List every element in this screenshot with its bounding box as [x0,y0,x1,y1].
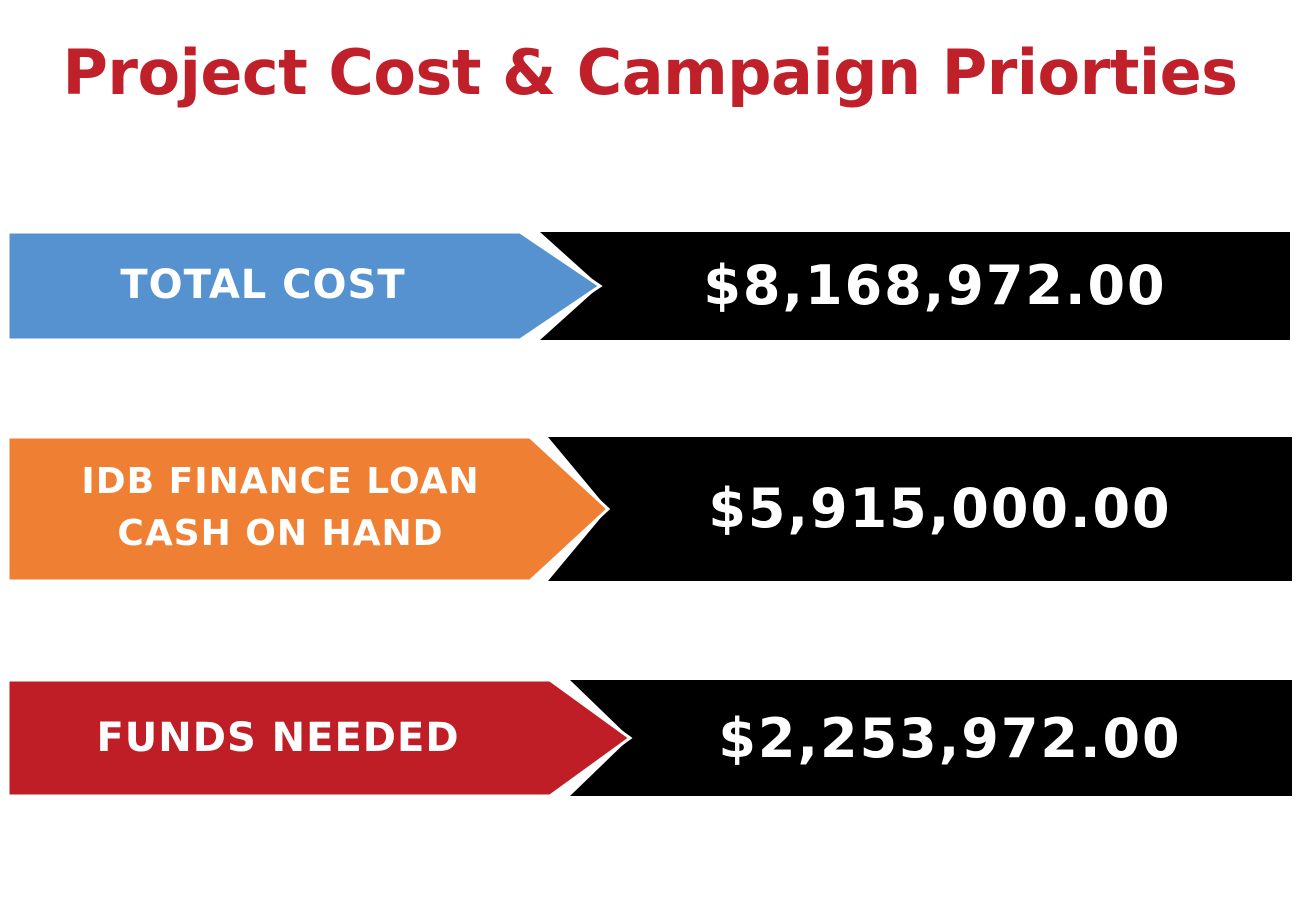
loan-label-line-2: CASH ON HAND [117,513,444,554]
label-arrow [6,230,603,342]
cost-row-shape [6,435,1292,583]
funds-amount: $2,253,972.00 [718,706,1182,770]
loan-label: IDB FINANCE LOAN CASH ON HAND [8,435,553,581]
cost-row-shape [6,230,1290,342]
funds-label-line: FUNDS NEEDED [96,715,460,761]
cost-row-total-cost: TOTAL COST $8,168,972.00 [0,230,1300,342]
cost-row-shape [6,678,1292,798]
label-arrow [6,678,633,798]
amount-panel [548,437,1292,581]
page-title: Project Cost & Campaign Priorties [62,36,1238,109]
cost-label-line: TOTAL COST [120,262,406,308]
label-arrow [6,435,611,583]
amount-panel [540,232,1290,340]
cost-label: TOTAL COST [8,230,518,340]
loan-amount: $5,915,000.00 [708,476,1172,540]
funds-label: FUNDS NEEDED [8,678,548,798]
cost-row-funds-needed: FUNDS NEEDED $2,253,972.00 [0,678,1300,800]
cost-row-idb-finance-loan: IDB FINANCE LOAN CASH ON HAND $5,915,000… [0,435,1300,583]
loan-label-line-1: IDB FINANCE LOAN [81,461,480,502]
cost-amount: $8,168,972.00 [703,253,1167,317]
amount-panel [570,680,1292,796]
